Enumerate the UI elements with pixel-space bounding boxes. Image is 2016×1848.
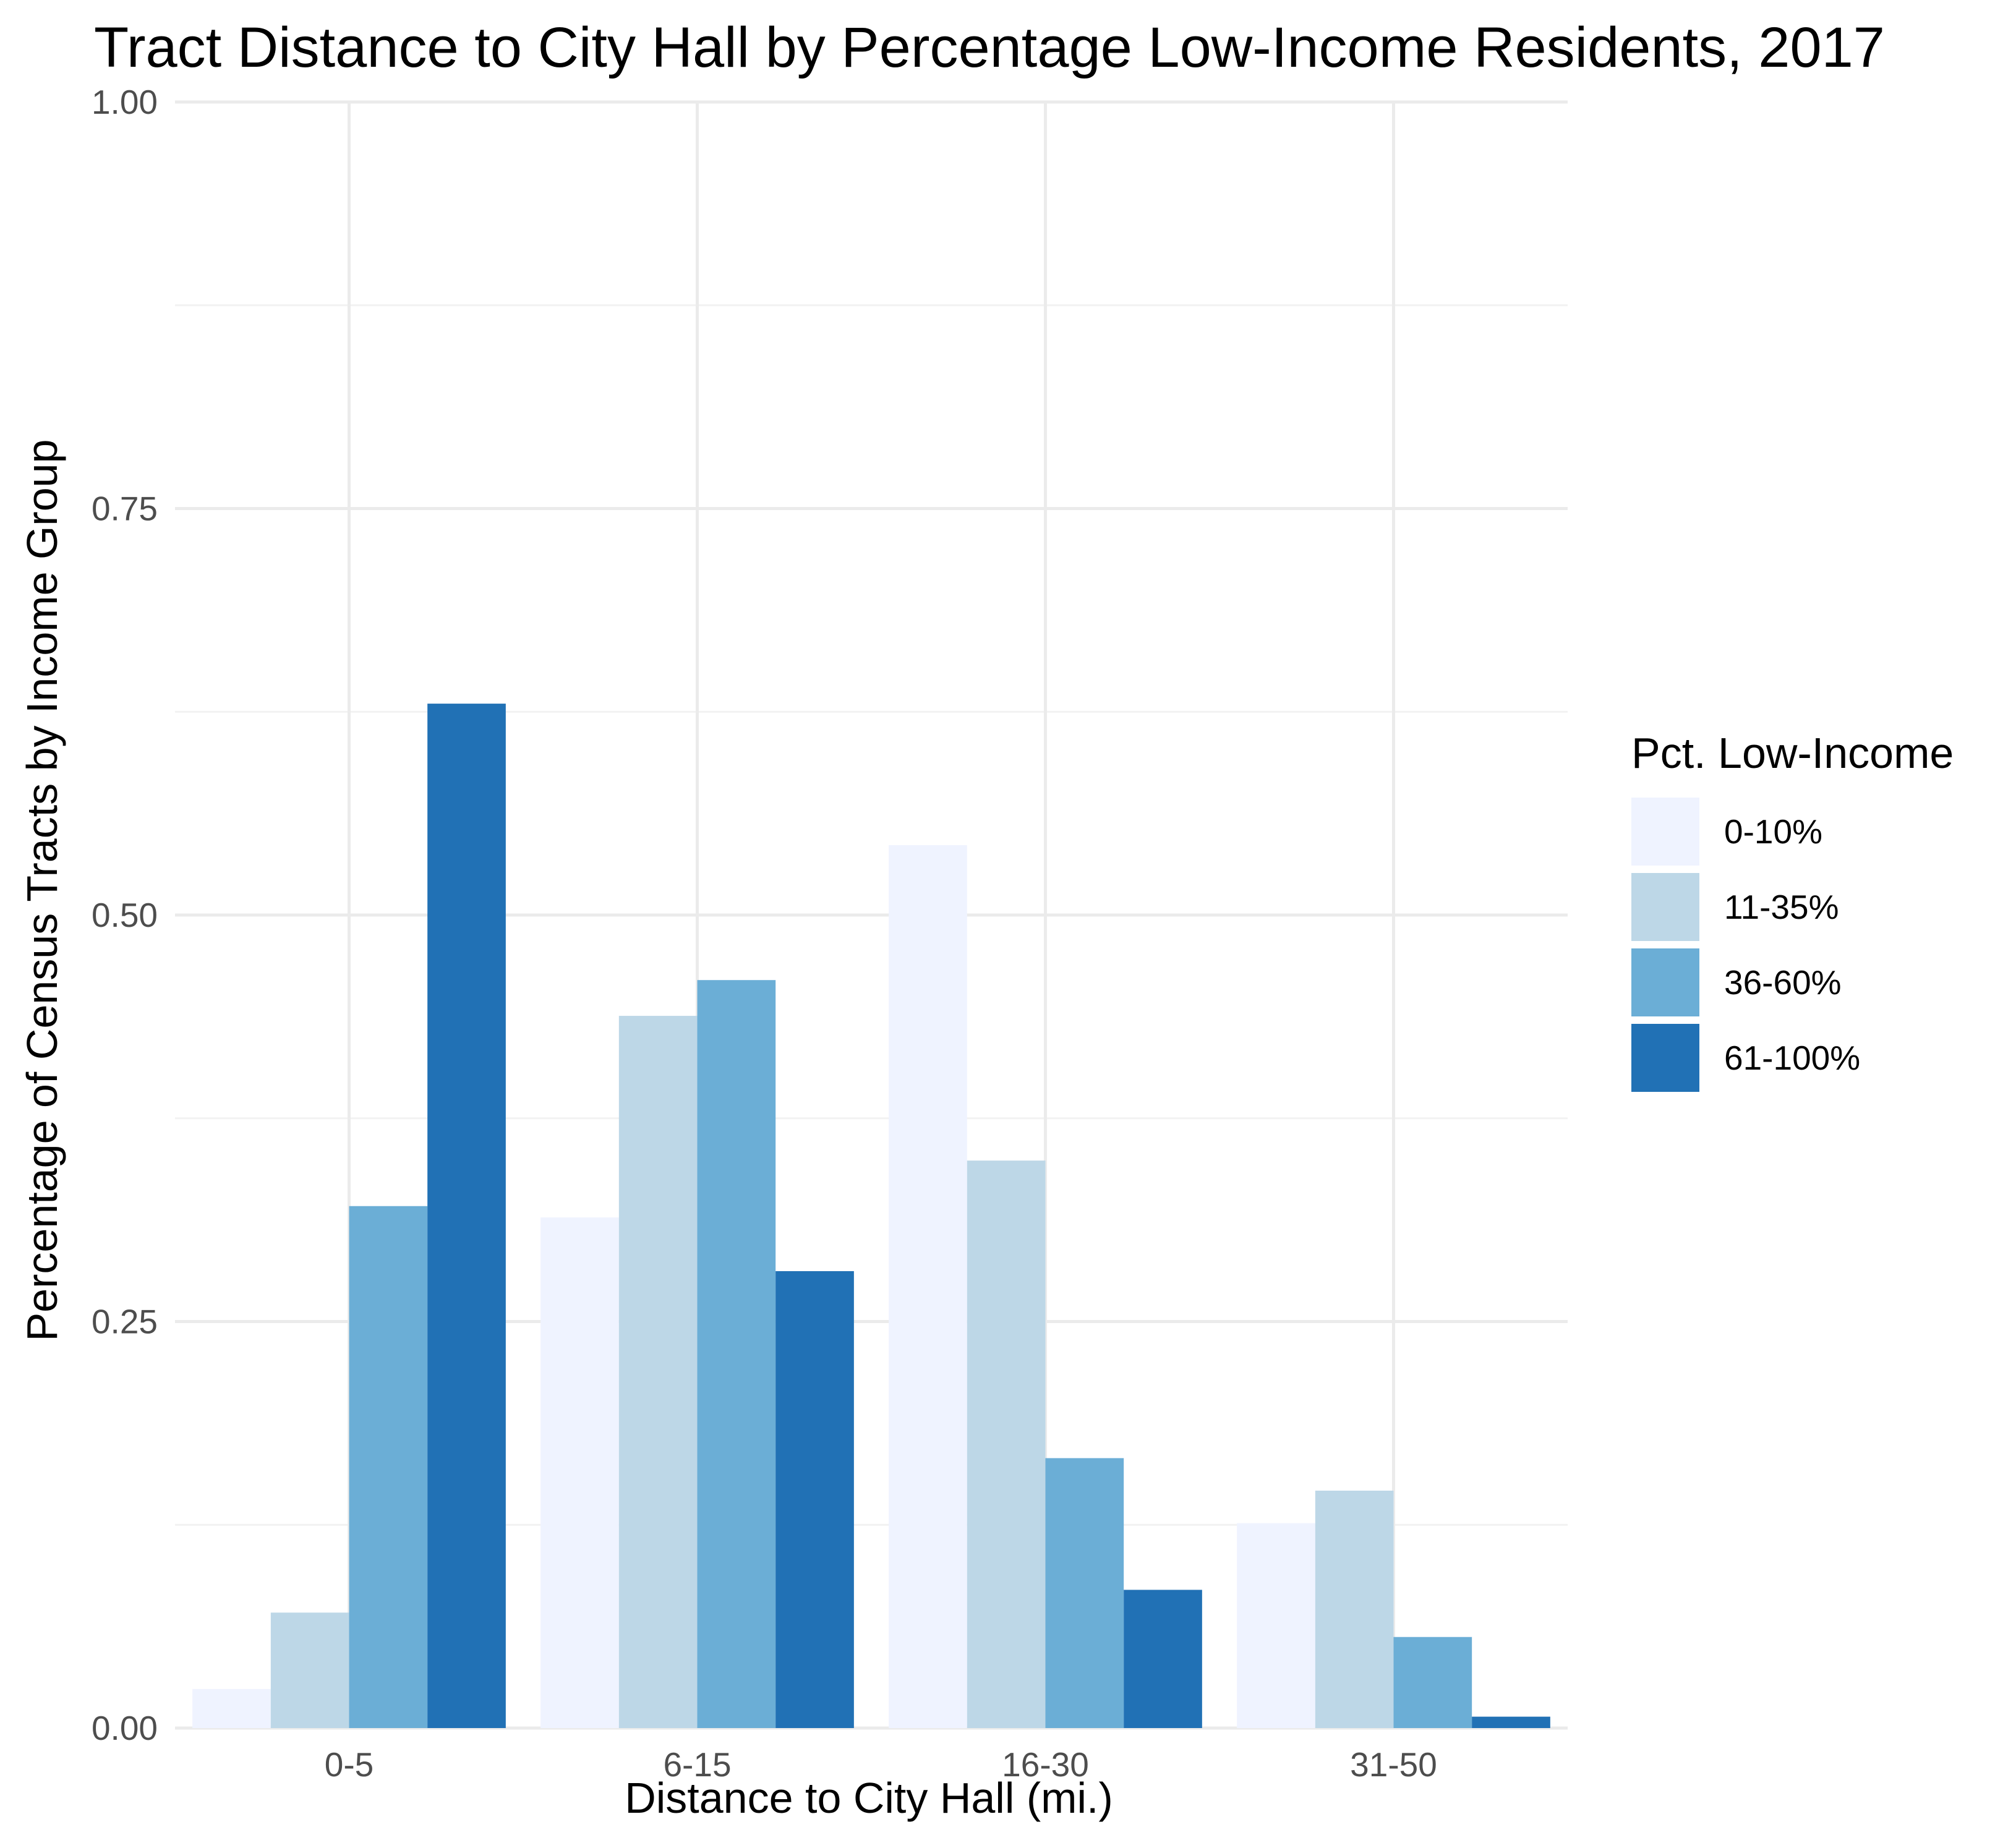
bar <box>427 704 506 1728</box>
y-axis-title: Percentage of Census Tracts by Income Gr… <box>18 439 66 1341</box>
x-tick-label: 31-50 <box>1350 1745 1437 1784</box>
bar <box>697 980 776 1728</box>
bar <box>192 1688 271 1728</box>
chart-title: Tract Distance to City Hall by Percentag… <box>94 16 1885 79</box>
bar <box>1472 1716 1550 1728</box>
bars <box>192 704 1550 1728</box>
legend-label: 0-10% <box>1724 812 1822 851</box>
y-tick-label: 0.25 <box>92 1303 158 1341</box>
y-tick-label: 0.50 <box>92 896 158 934</box>
legend-items: 0-10% 11-35% 36-60% 61-100% <box>1631 798 1860 1092</box>
bar <box>1045 1458 1124 1728</box>
bar <box>1237 1523 1315 1728</box>
legend-key <box>1631 873 1699 941</box>
bar <box>1393 1637 1472 1728</box>
axis-ticks: 0.00 0.25 0.50 0.75 1.00 0-5 6-15 16-30 31-50 <box>92 83 1437 1784</box>
bar <box>618 1016 698 1728</box>
bar <box>1315 1491 1394 1728</box>
y-tick-label: 0.00 <box>92 1709 158 1747</box>
legend-key <box>1631 948 1699 1016</box>
legend-title: Pct. Low-Income <box>1631 729 1954 777</box>
y-tick-label: 0.75 <box>92 490 158 528</box>
legend-label: 36-60% <box>1724 963 1842 1002</box>
bar <box>889 845 967 1728</box>
legend-key <box>1631 1024 1699 1092</box>
bar <box>775 1271 854 1728</box>
bar <box>967 1160 1046 1728</box>
x-tick-label: 16-30 <box>1002 1745 1089 1784</box>
legend-label: 11-35% <box>1724 888 1839 926</box>
x-axis-title: Distance to City Hall (mi.) <box>625 1774 1113 1822</box>
x-tick-label: 6-15 <box>663 1745 731 1784</box>
legend-key <box>1631 798 1699 866</box>
x-tick-label: 0-5 <box>325 1745 374 1784</box>
bar <box>540 1217 619 1728</box>
y-tick-label: 1.00 <box>92 83 158 121</box>
bar <box>349 1206 428 1728</box>
bar <box>1124 1590 1202 1728</box>
bar <box>270 1612 349 1728</box>
legend-label: 61-100% <box>1724 1039 1860 1077</box>
legend: Pct. Low-Income 0-10% 11-35% 36-60% 61-100% <box>1631 729 1954 1092</box>
